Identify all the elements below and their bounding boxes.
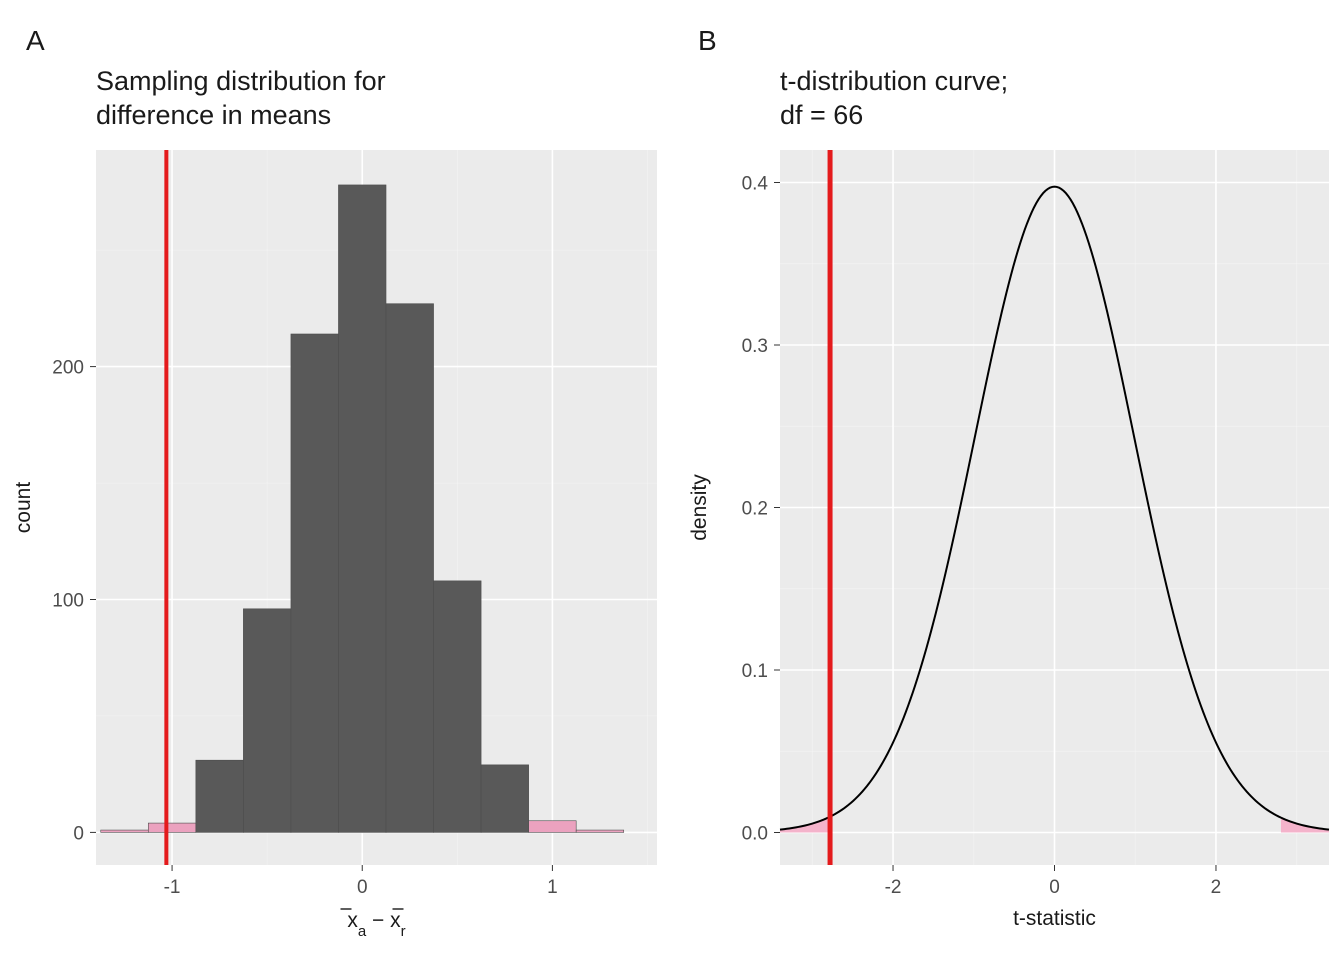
y-tick-label: 0.4 [742, 174, 769, 195]
hist-bar-tail [529, 821, 577, 833]
hist-bar [434, 581, 482, 833]
x-axis-title: xa − xr [347, 909, 405, 940]
panel-b-title-line2: df = 66 [780, 100, 863, 130]
hist-bar-tail [101, 830, 149, 832]
panel-a-tag: A [26, 25, 45, 56]
panel-b-title-line1: t-distribution curve; [780, 66, 1008, 96]
hist-bar [291, 334, 339, 832]
x-tick-label: 0 [1049, 877, 1060, 898]
panel-a-svg: A Sampling distribution for difference in… [0, 0, 672, 960]
hist-bar-tail [576, 830, 624, 832]
x-tick-label: -2 [885, 877, 902, 898]
x-tick-label: 1 [547, 877, 558, 898]
y-tick-label: 0.3 [742, 336, 768, 357]
y-axis-title: density [688, 474, 711, 541]
hist-bar [386, 304, 434, 833]
x-tick-label: 0 [357, 877, 368, 898]
figure-container: A Sampling distribution for difference in… [0, 0, 1344, 960]
x-axis-title: t-statistic [1013, 907, 1096, 930]
y-tick-label: 100 [52, 590, 84, 611]
x-tick-label: 2 [1211, 877, 1222, 898]
hist-bar [243, 609, 291, 833]
panel-a-title-line2: difference in means [96, 100, 331, 130]
y-tick-label: 0.2 [742, 499, 768, 520]
panel-b-svg: Bt-distribution curve; df = 66 -2 0 2 0.0 0.1 0… [672, 0, 1344, 960]
y-tick-label: 200 [52, 358, 84, 379]
hist-bar-tail [148, 823, 196, 832]
panel-a-title-line1: Sampling distribution for [96, 66, 386, 96]
x-tick-label: -1 [164, 877, 181, 898]
hist-bar [338, 185, 386, 832]
y-tick-label: 0.0 [742, 824, 768, 845]
panel-b-tag: B [698, 25, 717, 56]
y-tick-label: 0 [73, 823, 84, 844]
hist-bar [196, 760, 244, 832]
y-tick-label: 0.1 [742, 661, 768, 682]
hist-bar [481, 765, 529, 833]
y-axis-title: count [12, 482, 35, 534]
